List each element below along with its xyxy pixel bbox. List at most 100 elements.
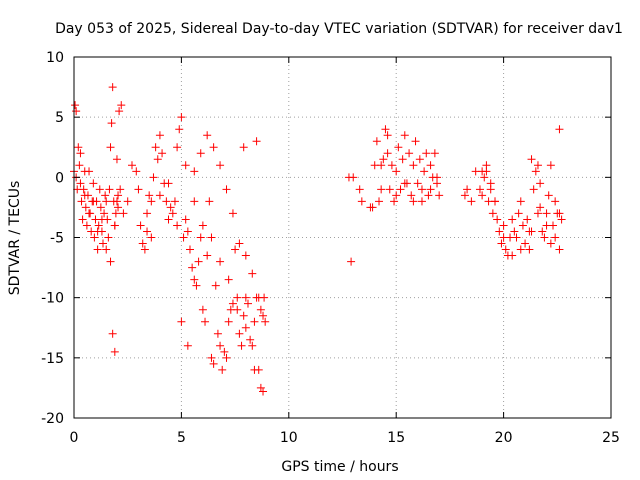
data-point [233, 293, 242, 302]
data-point [435, 191, 444, 200]
data-point [105, 185, 114, 194]
data-point [521, 239, 530, 248]
y-tick-label: -10 [41, 291, 64, 307]
data-point [243, 299, 252, 308]
data-point [357, 197, 366, 206]
data-point [177, 113, 186, 122]
data-point [551, 233, 560, 242]
data-point [368, 203, 377, 212]
y-tick-label: 0 [55, 170, 64, 186]
x-tick-label: 0 [70, 430, 79, 446]
chart-title: Day 053 of 2025, Sidereal Day-to-day VTE… [55, 21, 623, 37]
data-point [155, 191, 164, 200]
data-point [177, 317, 186, 326]
data-point [499, 221, 508, 230]
data-point [529, 185, 538, 194]
data-point [198, 221, 207, 230]
data-point [192, 281, 201, 290]
data-point [349, 173, 358, 182]
data-point [104, 233, 113, 242]
data-point [433, 173, 442, 182]
data-point [90, 233, 99, 242]
data-point [557, 215, 566, 224]
data-point [112, 197, 121, 206]
data-point [119, 209, 128, 218]
data-point [117, 101, 126, 110]
data-point [89, 197, 98, 206]
x-tick-label: 25 [602, 430, 620, 446]
data-point [387, 161, 396, 170]
x-axis-label: GPS time / hours [281, 459, 398, 475]
data-point [538, 227, 547, 236]
data-point [114, 191, 123, 200]
data-point [424, 191, 433, 200]
data-point [93, 227, 102, 236]
data-point [250, 317, 259, 326]
data-point [111, 209, 120, 218]
data-point [514, 209, 523, 218]
data-point [426, 185, 435, 194]
data-point [74, 143, 83, 152]
data-point [85, 209, 94, 218]
data-point [544, 191, 553, 200]
data-point [508, 215, 517, 224]
data-point [256, 383, 265, 392]
data-point [71, 101, 80, 110]
data-point [166, 203, 175, 212]
data-point [228, 209, 237, 218]
data-point [417, 197, 426, 206]
data-point [224, 317, 233, 326]
data-point [546, 239, 555, 248]
data-point [392, 167, 401, 176]
data-point [508, 251, 517, 260]
data-point [100, 209, 109, 218]
data-point [89, 179, 98, 188]
data-point [415, 155, 424, 164]
y-tick-label: -15 [41, 351, 64, 367]
data-point [203, 251, 212, 260]
data-point [194, 257, 203, 266]
data-point [115, 107, 124, 116]
data-point [216, 341, 225, 350]
data-point [175, 125, 184, 134]
data-point [190, 197, 199, 206]
data-point [149, 173, 158, 182]
data-point [475, 185, 484, 194]
data-point [143, 209, 152, 218]
data-point [190, 275, 199, 284]
data-point [252, 137, 261, 146]
data-point [491, 197, 500, 206]
data-point [518, 221, 527, 230]
data-point [134, 185, 143, 194]
data-point [151, 143, 160, 152]
data-point [224, 275, 233, 284]
data-point [241, 251, 250, 260]
data-point [220, 347, 229, 356]
data-point [233, 305, 242, 314]
data-point [533, 209, 542, 218]
data-point [140, 245, 149, 254]
data-point [173, 143, 182, 152]
data-point [79, 185, 88, 194]
data-point [93, 245, 102, 254]
y-axis-label: SDTVAR / TECUs [7, 181, 23, 296]
data-point [413, 179, 422, 188]
data-point [480, 173, 489, 182]
data-point [211, 281, 220, 290]
data-point [540, 233, 549, 242]
data-point [96, 203, 105, 212]
data-point [409, 161, 418, 170]
data-point [102, 197, 111, 206]
data-point [138, 239, 147, 248]
data-point [246, 335, 255, 344]
data-point [207, 353, 216, 362]
data-point [181, 161, 190, 170]
data-point [392, 191, 401, 200]
x-tick-label: 5 [177, 430, 186, 446]
data-point [185, 245, 194, 254]
data-point [110, 347, 119, 356]
data-point [235, 329, 244, 338]
data-point [377, 185, 386, 194]
data-point [222, 353, 231, 362]
data-point [400, 131, 409, 140]
